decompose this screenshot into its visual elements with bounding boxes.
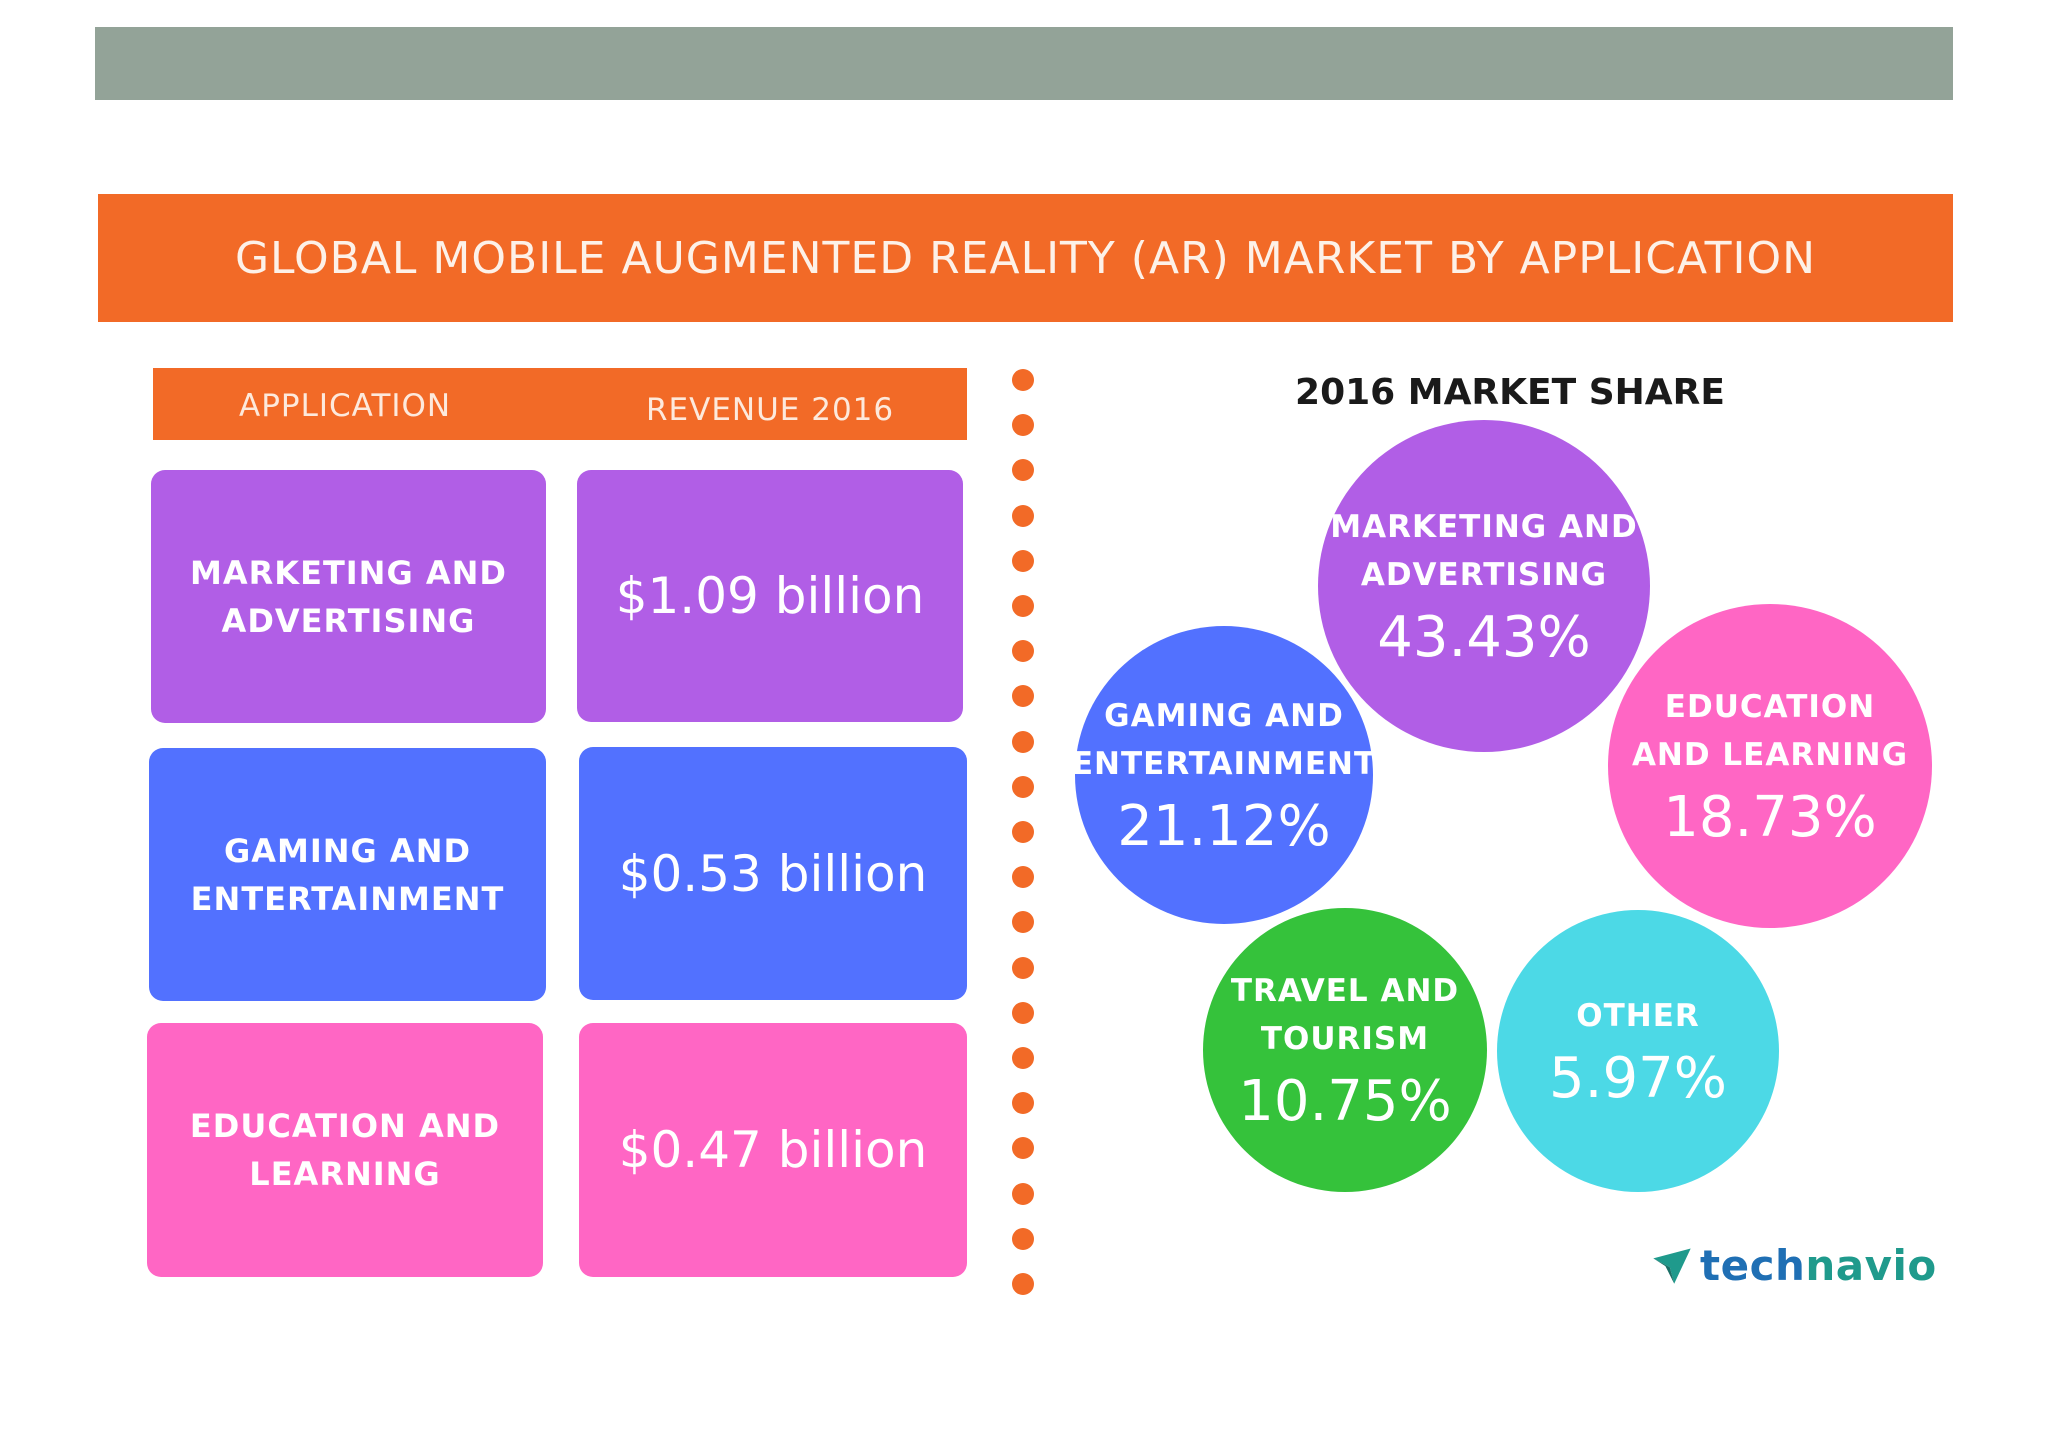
divider-dot — [1012, 459, 1034, 482]
table-row-2-application-label: EDUCATION AND LEARNING — [175, 1102, 515, 1198]
divider-dot — [1012, 1047, 1034, 1069]
table-row-0-application-label: MARKETING AND ADVERTISING — [179, 549, 519, 645]
divider-dot — [1012, 1001, 1034, 1024]
technavio-logo-icon — [1653, 1248, 1691, 1284]
page-title: GLOBAL MOBILE AUGMENTED REALITY (AR) MAR… — [234, 232, 1817, 284]
divider-dot — [1012, 1273, 1034, 1295]
table-row-1-application: GAMING AND ENTERTAINMENT — [149, 748, 546, 1001]
bubble-marketing-value: 43.43% — [1377, 604, 1591, 670]
table-row-1-revenue: $0.53 billion — [579, 747, 967, 1000]
divider-dot — [1012, 866, 1034, 889]
divider-dot — [1012, 1182, 1034, 1205]
table-row-0-application: MARKETING AND ADVERTISING — [151, 470, 546, 723]
table-row-2-application-line-2: LEARNING — [249, 1155, 441, 1193]
bubble-education-label-line-1: EDUCATION — [1664, 688, 1876, 725]
bubble-marketing-label: MARKETING AND ADVERTISING — [1330, 503, 1637, 599]
bubble-education-label-line-2: AND LEARNING — [1631, 736, 1909, 773]
bubble-travel-label-line-1: TRAVEL AND — [1230, 972, 1460, 1009]
bubble-other: OTHER 5.97% — [1497, 910, 1779, 1192]
table-row-1-revenue-value: $0.53 billion — [618, 844, 928, 903]
bubble-marketing-label-line-1: MARKETING AND — [1330, 508, 1638, 545]
table-row-0-application-line-2: ADVERTISING — [221, 601, 476, 640]
divider-dot — [1012, 1227, 1034, 1250]
bubble-gaming-label-line-1: GAMING AND — [1104, 697, 1344, 734]
table-row-2-application: EDUCATION AND LEARNING — [147, 1023, 543, 1277]
technavio-logo-text: technavio — [1700, 1241, 1937, 1290]
bubble-other-label-line-1: OTHER — [1576, 997, 1700, 1034]
bubble-education: EDUCATION AND LEARNING 18.73% — [1608, 604, 1932, 928]
divider-dot — [1012, 911, 1034, 934]
divider-dot — [1012, 640, 1034, 663]
table-row-2-application-line-1: EDUCATION AND — [189, 1107, 501, 1145]
logo-text-navio: navio — [1805, 1240, 1937, 1290]
bubble-travel-value: 10.75% — [1238, 1068, 1452, 1134]
dotted-divider — [1012, 369, 1036, 1295]
divider-dot — [1012, 549, 1034, 572]
top-band — [95, 27, 1953, 100]
table-header: APPLICATION REVENUE 2016 — [153, 368, 967, 440]
divider-dot — [1012, 414, 1034, 437]
bubble-education-label: EDUCATION AND LEARNING — [1632, 683, 1908, 779]
bubble-travel-label: TRAVEL AND TOURISM — [1231, 967, 1459, 1063]
header-revenue: REVENUE 2016 — [646, 392, 895, 428]
table-row-0-revenue: $1.09 billion — [577, 470, 963, 722]
table-row-2-revenue: $0.47 billion — [579, 1023, 967, 1277]
bubble-marketing: MARKETING AND ADVERTISING 43.43% — [1318, 420, 1650, 752]
divider-dot — [1012, 775, 1034, 798]
table-row-0-revenue-value: $1.09 billion — [615, 567, 925, 625]
technavio-logo: technavio — [1650, 1240, 1937, 1290]
bubble-travel-label-line-2: TOURISM — [1260, 1020, 1430, 1057]
logo-text-tech: tech — [1700, 1240, 1806, 1290]
bubble-gaming-label: GAMING AND ENTERTAINMENT — [1072, 692, 1376, 788]
divider-dot — [1012, 1092, 1034, 1115]
divider-dot — [1012, 730, 1034, 753]
divider-dot — [1012, 1137, 1034, 1160]
bubble-marketing-label-line-2: ADVERTISING — [1360, 556, 1608, 593]
divider-dot — [1012, 821, 1034, 843]
divider-dot — [1012, 504, 1034, 527]
bubble-travel: TRAVEL AND TOURISM 10.75% — [1203, 908, 1487, 1192]
bubble-education-value: 18.73% — [1663, 784, 1877, 850]
table-row-1-application-line-2: ENTERTAINMENT — [190, 879, 505, 918]
divider-dot — [1012, 956, 1034, 979]
bubble-other-value: 5.97% — [1549, 1045, 1727, 1111]
table-row-1-application-label: GAMING AND ENTERTAINMENT — [178, 827, 518, 923]
table-row-2-revenue-value: $0.47 billion — [618, 1121, 928, 1179]
divider-dot — [1012, 369, 1034, 391]
table-row-1-application-line-1: GAMING AND — [223, 831, 472, 870]
bubble-gaming: GAMING AND ENTERTAINMENT 21.12% — [1072, 626, 1376, 924]
table-row-0-application-line-1: MARKETING AND — [190, 553, 507, 592]
bubble-other-label: OTHER — [1576, 992, 1700, 1040]
market-share-title: 2016 MARKET SHARE — [1295, 372, 1725, 413]
header-application: APPLICATION — [239, 388, 452, 424]
divider-dot — [1012, 685, 1034, 708]
bubble-gaming-value: 21.12% — [1117, 793, 1331, 859]
bubble-gaming-label-line-2: ENTERTAINMENT — [1071, 745, 1377, 782]
title-bar: GLOBAL MOBILE AUGMENTED REALITY (AR) MAR… — [98, 194, 1953, 322]
divider-dot — [1012, 595, 1034, 617]
